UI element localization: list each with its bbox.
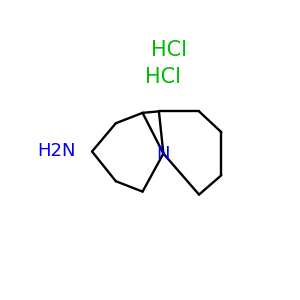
Text: H2N: H2N [37, 142, 76, 160]
Text: N: N [157, 145, 170, 163]
Text: HCl: HCl [151, 40, 187, 60]
Text: HCl: HCl [146, 67, 182, 87]
